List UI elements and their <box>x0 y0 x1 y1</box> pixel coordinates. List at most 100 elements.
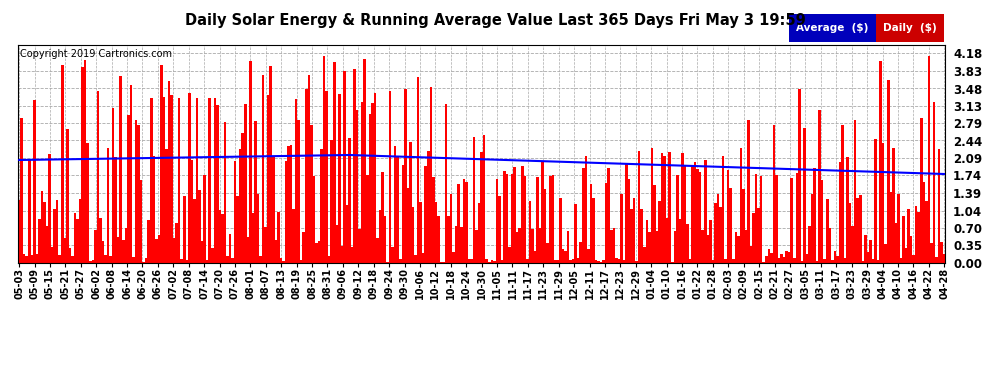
Bar <box>86 143 89 262</box>
Bar <box>623 260 626 262</box>
Bar <box>269 66 272 262</box>
Bar <box>554 261 556 262</box>
Bar <box>577 258 579 262</box>
Bar <box>856 198 859 262</box>
Bar <box>887 80 890 262</box>
Bar <box>420 202 422 262</box>
Bar <box>561 249 564 262</box>
Bar <box>772 125 775 262</box>
Bar <box>613 228 615 262</box>
Bar <box>546 243 549 262</box>
Bar <box>493 261 496 262</box>
Bar <box>102 242 104 262</box>
Bar <box>709 220 712 262</box>
Bar <box>214 98 216 262</box>
Bar <box>122 240 125 262</box>
Bar <box>861 261 864 262</box>
Bar <box>811 194 814 262</box>
Bar <box>152 156 155 262</box>
Bar <box>876 14 944 42</box>
Bar <box>638 151 641 262</box>
Bar <box>915 206 918 262</box>
Bar <box>211 248 214 262</box>
Bar <box>320 149 323 262</box>
Bar <box>605 183 608 262</box>
Bar <box>447 216 449 262</box>
Bar <box>900 258 902 262</box>
Bar <box>412 207 414 262</box>
Bar <box>242 134 244 262</box>
Bar <box>490 260 493 262</box>
Bar <box>191 160 193 262</box>
Bar <box>279 258 282 262</box>
Bar <box>149 98 152 262</box>
Bar <box>127 115 130 262</box>
Text: Daily Solar Energy & Running Average Value Last 365 Days Fri May 3 19:59: Daily Solar Energy & Running Average Val… <box>184 13 806 28</box>
Bar <box>209 98 211 262</box>
Bar <box>185 260 188 262</box>
Bar <box>785 251 788 262</box>
Bar <box>56 200 58 262</box>
Bar <box>628 179 631 262</box>
Bar <box>747 120 749 262</box>
Bar <box>788 252 790 262</box>
Bar <box>859 195 861 262</box>
Bar <box>229 234 232 262</box>
Bar <box>854 120 856 262</box>
Bar <box>790 178 793 262</box>
Bar <box>264 227 267 262</box>
Bar <box>511 174 514 262</box>
Bar <box>831 260 834 262</box>
Bar <box>890 192 892 262</box>
Bar <box>789 14 876 42</box>
Bar <box>641 209 644 262</box>
Bar <box>287 146 290 262</box>
Bar <box>203 175 206 262</box>
Bar <box>438 216 440 262</box>
Bar <box>422 253 425 262</box>
Bar <box>318 242 320 262</box>
Bar <box>53 209 56 262</box>
Bar <box>925 201 928 262</box>
Bar <box>473 137 475 262</box>
Bar <box>97 92 99 262</box>
Bar <box>676 175 678 262</box>
Bar <box>452 252 455 262</box>
Bar <box>582 168 584 262</box>
Bar <box>704 160 707 262</box>
Bar <box>76 219 79 262</box>
Bar <box>694 162 696 262</box>
Bar <box>907 209 910 262</box>
Bar <box>529 201 532 262</box>
Bar <box>691 166 694 262</box>
Bar <box>333 62 336 262</box>
Bar <box>133 257 135 262</box>
Bar <box>427 151 430 262</box>
Bar <box>68 248 71 262</box>
Bar <box>717 194 720 262</box>
Bar <box>430 87 432 262</box>
Bar <box>234 161 237 262</box>
Bar <box>595 261 597 262</box>
Bar <box>193 199 196 262</box>
Bar <box>918 212 920 262</box>
Bar <box>285 160 287 262</box>
Bar <box>740 148 742 262</box>
Bar <box>216 105 219 262</box>
Bar <box>130 85 133 262</box>
Bar <box>295 99 297 262</box>
Bar <box>610 230 613 262</box>
Bar <box>18 200 21 262</box>
Bar <box>579 242 582 262</box>
Bar <box>834 251 837 262</box>
Bar <box>933 102 936 262</box>
Bar <box>138 126 140 262</box>
Bar <box>397 156 399 262</box>
Bar <box>498 196 501 262</box>
Bar <box>936 257 938 262</box>
Bar <box>259 256 261 262</box>
Bar <box>551 175 554 262</box>
Bar <box>655 231 658 262</box>
Bar <box>574 204 577 262</box>
Bar <box>155 239 157 262</box>
